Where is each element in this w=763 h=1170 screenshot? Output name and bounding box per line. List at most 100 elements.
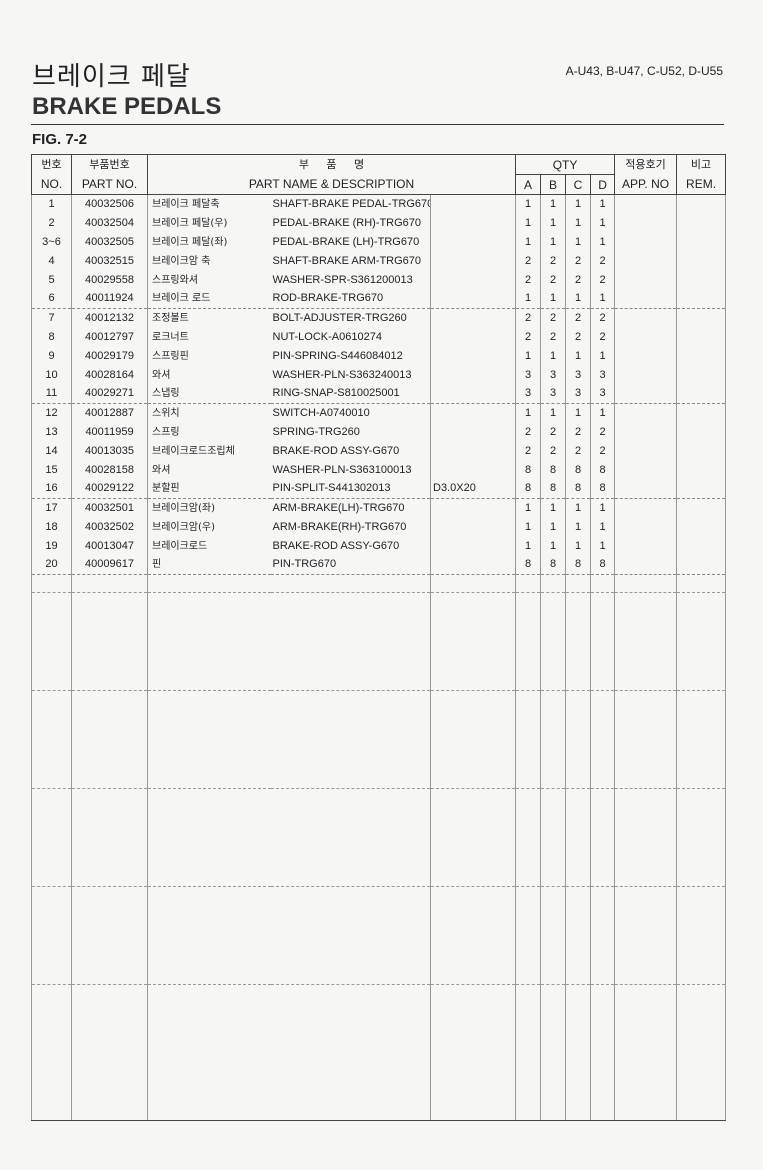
empty-cell: [614, 592, 678, 691]
parts-rows: 1 40032506 브레이크 페달축 SHAFT-BRAKE PEDAL-TRG67…: [31, 194, 727, 1121]
qty-a: 1: [515, 213, 541, 233]
qty-c: 3: [565, 365, 591, 385]
part-name-english: BOLT-ADJUSTER-TRG260: [270, 308, 431, 328]
item-number: 5: [31, 270, 72, 290]
empty-cell: [565, 788, 591, 887]
empty-row-group: [31, 886, 727, 985]
title-korean: 브레이크 페달: [32, 62, 191, 92]
empty-cell: [270, 690, 431, 789]
app-no: [614, 194, 678, 214]
qty-a: 1: [515, 194, 541, 214]
empty-cell: [515, 690, 541, 789]
empty-cell: [540, 984, 566, 1121]
part-name-korean: 로크너트: [147, 327, 271, 347]
empty-cell: [515, 886, 541, 985]
remarks: [676, 441, 727, 461]
qty-a: 1: [515, 346, 541, 366]
qty-b: 2: [540, 251, 566, 271]
empty-cell: [71, 574, 148, 593]
qty-d: 2: [589, 308, 616, 328]
part-spec: [430, 403, 516, 423]
qty-c: 1: [565, 213, 591, 233]
part-number: 40013047: [71, 536, 148, 556]
qty-b: 1: [540, 289, 566, 309]
table-row: 13 40011959 스프링 SPRING-TRG260 2 2 2 2: [31, 422, 727, 442]
qty-c: 1: [565, 403, 591, 423]
part-spec: [430, 517, 516, 537]
part-spec: [430, 232, 516, 252]
part-number: 40012132: [71, 308, 148, 328]
qty-d: 3: [589, 384, 616, 404]
table-row: 4 40032515 브레이크암 축 SHAFT-BRAKE ARM-TRG670 2 2…: [31, 251, 727, 271]
qty-c: 2: [565, 270, 591, 290]
qty-d: 1: [589, 213, 616, 233]
app-no: [614, 479, 678, 499]
app-no: [614, 441, 678, 461]
qty-a: 2: [515, 308, 541, 328]
empty-cell: [147, 592, 271, 691]
part-name-korean: 와셔: [147, 460, 271, 480]
part-name-english: SWITCH-A0740010: [270, 403, 431, 423]
part-name-english: PEDAL-BRAKE (LH)-TRG670: [270, 232, 431, 252]
part-spec: [430, 384, 516, 404]
header-app-ko: 적용호기: [614, 154, 678, 175]
empty-cell: [676, 984, 727, 1121]
qty-d: 2: [589, 441, 616, 461]
remarks: [676, 213, 727, 233]
empty-cell: [614, 574, 678, 593]
app-no: [614, 251, 678, 271]
part-number: 40009617: [71, 555, 148, 575]
qty-a: 2: [515, 422, 541, 442]
part-name-korean: 브레이크 페달축: [147, 194, 271, 214]
part-spec: [430, 536, 516, 556]
remarks: [676, 460, 727, 480]
header-qty-b: B: [540, 174, 566, 195]
header-no: NO.: [31, 174, 72, 195]
empty-cell: [270, 984, 431, 1121]
empty-cell: [565, 690, 591, 789]
part-spec: [430, 327, 516, 347]
qty-b: 3: [540, 384, 566, 404]
part-spec: [430, 365, 516, 385]
item-number: 16: [31, 479, 72, 499]
part-name-english: PIN-SPLIT-S441302013: [270, 479, 431, 499]
remarks: [676, 308, 727, 328]
item-number: 8: [31, 327, 72, 347]
part-number: 40012797: [71, 327, 148, 347]
empty-cell: [71, 788, 148, 887]
qty-b: 1: [540, 536, 566, 556]
qty-b: 1: [540, 232, 566, 252]
qty-d: 2: [589, 327, 616, 347]
empty-cell: [565, 886, 591, 985]
empty-cell: [540, 886, 566, 985]
qty-d: 2: [589, 251, 616, 271]
qty-d: 8: [589, 555, 616, 575]
item-number: 15: [31, 460, 72, 480]
part-name-korean: 브레이크암(좌): [147, 498, 271, 518]
qty-c: 3: [565, 384, 591, 404]
empty-cell: [589, 984, 616, 1121]
remarks: [676, 346, 727, 366]
table-row: 7 40012132 조정볼트 BOLT-ADJUSTER-TRG260 2 2 2 2: [31, 308, 727, 328]
remarks: [676, 536, 727, 556]
qty-a: 3: [515, 365, 541, 385]
header-part-ko: 부품번호: [71, 154, 148, 175]
qty-c: 2: [565, 327, 591, 347]
part-spec: [430, 422, 516, 442]
qty-a: 2: [515, 270, 541, 290]
part-name-english: WASHER-SPR-S361200013: [270, 270, 431, 290]
table-row: 3~6 40032505 브레이크 페달(좌) PEDAL-BRAKE (LH)-TR…: [31, 232, 727, 252]
empty-cell: [565, 984, 591, 1121]
empty-cell: [515, 592, 541, 691]
item-number: 12: [31, 403, 72, 423]
part-name-english: RING-SNAP-S810025001: [270, 384, 431, 404]
item-number: 13: [31, 422, 72, 442]
app-no: [614, 270, 678, 290]
part-name-english: SPRING-TRG260: [270, 422, 431, 442]
table-row: 9 40029179 스프링핀 PIN-SPRING-S446084012 1 1 1 1: [31, 346, 727, 366]
model-codes: A-U43, B-U47, C-U52, D-U55: [565, 64, 723, 78]
empty-cell: [589, 690, 616, 789]
empty-cell: [540, 690, 566, 789]
remarks: [676, 251, 727, 271]
